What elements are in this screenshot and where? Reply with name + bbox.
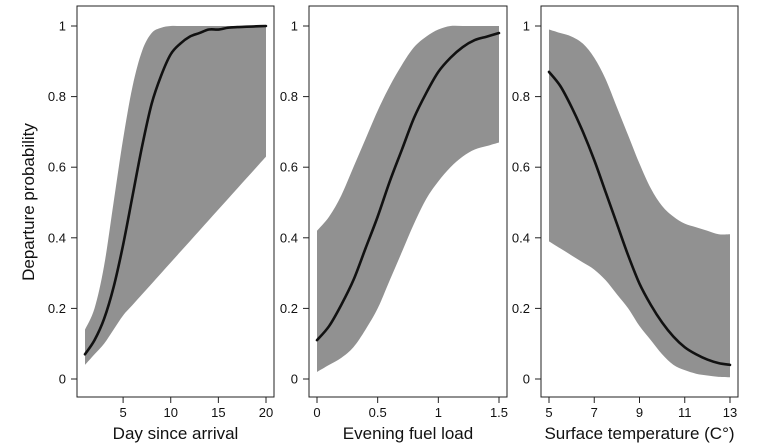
panel-evening-fuel-load: 0 0.2 0.4 0.6 0.8 1 0 0.5 1 1.5 Evening fuel load — [280, 5, 508, 443]
y-tick-label: 0.4 — [48, 230, 66, 245]
y-tick-label: 0.6 — [280, 160, 298, 175]
x-tick-label: 15 — [211, 405, 225, 420]
x-axis-title: Surface temperature (C°) — [544, 424, 734, 443]
y-tick-label: 0.4 — [280, 230, 298, 245]
x-tick-label: 9 — [636, 405, 643, 420]
y-tick-label: 0.6 — [48, 160, 66, 175]
x-tick-label: 20 — [259, 405, 273, 420]
confidence-band — [85, 25, 266, 365]
x-tick-label: 13 — [723, 405, 737, 420]
y-tick-label: 0 — [59, 372, 66, 387]
y-tick-label: 0 — [523, 372, 530, 387]
x-tick-label: 0.5 — [369, 405, 387, 420]
fitted-curve — [547, 70, 732, 367]
x-tick-label: 11 — [678, 405, 692, 420]
confidence-band — [317, 25, 499, 372]
y-tick-label: 1 — [523, 19, 530, 34]
x-axis-title: Day since arrival — [113, 424, 239, 443]
y-tick-label: 0.8 — [512, 89, 530, 104]
y-tick-label: 1 — [291, 19, 298, 34]
x-tick-label: 1.5 — [490, 405, 508, 420]
x-tick-label: 10 — [164, 405, 178, 420]
y-tick-label: 0.2 — [280, 301, 298, 316]
y-tick-label: 0.2 — [512, 301, 530, 316]
x-tick-label: 5 — [545, 405, 552, 420]
panel-surface-temperature: 0 0.2 0.4 0.6 0.8 1 5 7 9 11 13 Surface temperature… — [512, 5, 739, 443]
y-tick-label: 0.4 — [512, 230, 530, 245]
fitted-curve — [83, 24, 268, 356]
y-tick-label: 0.2 — [48, 301, 66, 316]
y-tick-label: 0 — [291, 372, 298, 387]
y-tick-label: 0.6 — [512, 160, 530, 175]
plot-frame — [76, 5, 275, 398]
y-axis-title: Departure probability — [19, 123, 38, 281]
x-tick-label: 5 — [119, 405, 126, 420]
y-tick-label: 0.8 — [48, 89, 66, 104]
y-tick-label: 1 — [59, 19, 66, 34]
plot-frame — [308, 5, 508, 398]
x-tick-label: 0 — [313, 405, 320, 420]
x-tick-label: 7 — [591, 405, 598, 420]
confidence-band — [549, 29, 730, 378]
x-tick-label: 1 — [435, 405, 442, 420]
y-tick-label: 0.8 — [280, 89, 298, 104]
x-axis-title: Evening fuel load — [343, 424, 473, 443]
fitted-curve — [315, 31, 501, 342]
